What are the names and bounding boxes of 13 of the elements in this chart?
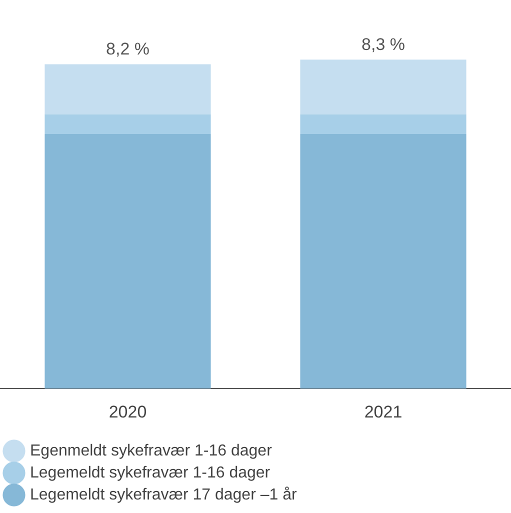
legend-label: Legemeldt sykefravær 1-16 dager — [30, 464, 271, 482]
x-tick-label: 2021 — [364, 402, 402, 422]
legend-label: Egenmeldt sykefravær 1-16 dager — [30, 442, 273, 460]
legend-label: Legemeldt sykefravær 17 dager –1 år — [30, 486, 298, 504]
annotation: 8,2 % — [106, 39, 150, 58]
bar — [300, 134, 466, 389]
bar — [44, 134, 211, 389]
bar — [44, 64, 211, 114]
bar — [300, 60, 466, 114]
bar — [44, 114, 211, 134]
annotation: 8,3 % — [362, 34, 405, 54]
x-tick-label: 2020 — [108, 402, 147, 422]
bar — [300, 114, 466, 134]
